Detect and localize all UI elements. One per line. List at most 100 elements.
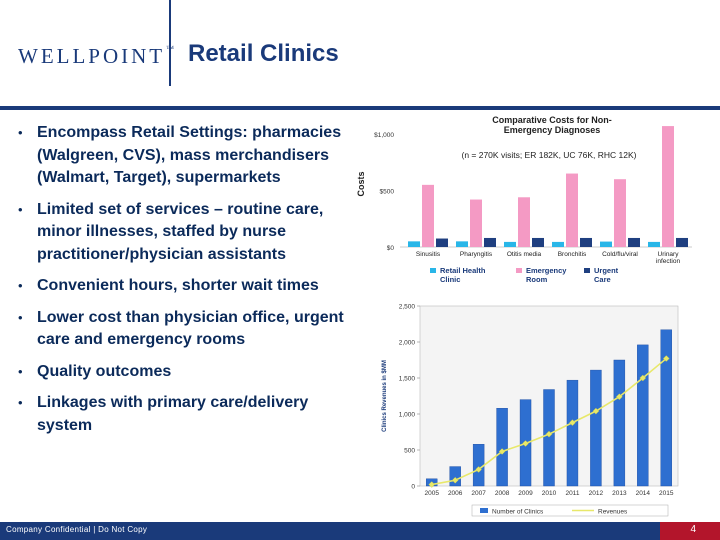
- bullet-text: Limited set of services – routine care, …: [37, 200, 324, 263]
- bullet-text: Convenient hours, shorter wait times: [37, 277, 319, 294]
- bar-urgent: [580, 237, 592, 247]
- x-tick-label: Cold/flu/viral: [602, 251, 638, 258]
- x-tick-label: 2005: [424, 490, 439, 497]
- revenue-marker: [639, 374, 647, 382]
- chart-subtitle: (n = 270K visits; ER 182K, UC 76K, RHC 1…: [461, 150, 636, 160]
- header-divider: [169, 0, 171, 86]
- bar-retail: [408, 241, 420, 247]
- x-tick-label: 2013: [612, 490, 627, 497]
- bar-emergency: [422, 184, 434, 247]
- revenue-marker: [475, 466, 482, 473]
- revenue-marker: [451, 476, 459, 484]
- x-tick-label: 2015: [659, 490, 674, 497]
- bullet-item: • Lower cost than physician office, urgen…: [14, 307, 354, 352]
- cost-comparison-chart: Comparative Costs for Non-Emergency Diag…: [356, 115, 692, 284]
- footer-accent-block: [660, 522, 720, 540]
- x-tick-label: 2012: [589, 490, 604, 497]
- y-tick-label: $0: [387, 245, 395, 252]
- x-tick-label: 2006: [448, 490, 463, 497]
- bullet-item: • Limited set of services – routine care,…: [14, 199, 354, 267]
- legend-label: Retail Health: [440, 266, 486, 275]
- bullet-item: • Linkages with primary care/delivery sys…: [14, 392, 354, 437]
- legend-box: [471, 504, 669, 517]
- logo-text: WELLPOINT: [18, 44, 166, 68]
- bar-clinics: [613, 359, 626, 487]
- bullet-item: • Encompass Retail Settings: pharmacies (…: [14, 122, 354, 190]
- revenue-marker: [522, 440, 529, 447]
- bar-emergency: [518, 197, 530, 247]
- legend-label: Urgent: [594, 266, 619, 275]
- revenue-marker: [616, 393, 623, 401]
- title-underline-bar: [0, 106, 720, 110]
- bar-clinics: [590, 369, 602, 487]
- legend-label: Revenues: [598, 509, 628, 516]
- legend-label-line2: Clinic: [440, 275, 460, 284]
- x-tick-label: 2007: [471, 490, 486, 497]
- x-tick-label: Urinary: [658, 251, 680, 258]
- revenue-marker: [592, 407, 600, 415]
- bar-clinics: [566, 379, 579, 487]
- bar-urgent: [436, 238, 448, 247]
- bar-retail: [648, 241, 660, 247]
- x-tick-label: 2008: [495, 490, 510, 497]
- bullet-marker: •: [18, 395, 23, 410]
- footer-confidential-text: Company Confidential | Do Not Copy: [6, 525, 148, 534]
- y-tick-label: $1,000: [374, 132, 394, 139]
- bar-urgent: [628, 237, 640, 247]
- bar-clinics: [496, 408, 508, 487]
- y-axis-label: Clinics Revenues in $MM: [382, 360, 388, 432]
- x-tick-label: Pharyngitis: [460, 251, 493, 258]
- x-tick-label: 2014: [636, 490, 651, 497]
- bar-retail: [504, 241, 516, 247]
- bullet-marker: •: [18, 278, 23, 293]
- wellpoint-logo: WELLPOINT™: [18, 44, 174, 69]
- revenue-marker: [498, 448, 506, 455]
- chart-title-line2: Emergency Diagnoses: [504, 125, 601, 135]
- bar-retail: [600, 241, 612, 247]
- revenue-marker: [569, 419, 576, 426]
- legend-swatch: [480, 508, 488, 513]
- bullet-marker: •: [18, 201, 23, 217]
- legend-label: Emergency: [526, 266, 567, 275]
- x-tick-label: 2009: [518, 490, 533, 497]
- bullet-item: • Convenient hours, shorter wait times: [14, 275, 354, 298]
- y-tick-label: 2,000: [399, 340, 416, 347]
- bar-urgent: [484, 237, 496, 247]
- bar-clinics: [543, 389, 555, 487]
- bullet-marker: •: [18, 363, 23, 379]
- bar-emergency: [614, 179, 626, 247]
- bar-urgent: [532, 237, 544, 247]
- legend-label-line2: Care: [594, 275, 611, 284]
- bar-clinics: [637, 344, 649, 487]
- bar-emergency: [566, 173, 578, 247]
- legend-swatch: [584, 268, 590, 273]
- x-tick-label: Sinusitis: [416, 251, 441, 258]
- bullet-text: Lower cost than physician office, urgent…: [37, 308, 344, 349]
- y-tick-label: 2,500: [399, 304, 416, 311]
- bar-urgent: [676, 237, 688, 247]
- legend-label-line2: Room: [526, 275, 548, 284]
- y-tick-label: $500: [380, 189, 395, 196]
- bullet-item: • Quality outcomes: [14, 361, 354, 384]
- page-number: 4: [690, 524, 696, 535]
- bar-clinics: [472, 444, 485, 487]
- legend-swatch: [430, 268, 436, 273]
- slide-header: WELLPOINT™ Retail Clinics: [0, 0, 720, 106]
- x-tick-label: 2010: [542, 490, 557, 497]
- bullet-marker: •: [18, 309, 23, 325]
- bullet-list: • Encompass Retail Settings: pharmacies (…: [14, 122, 354, 446]
- footer-bar: Company Confidential | Do Not Copy 4: [0, 522, 720, 540]
- bullet-text: Quality outcomes: [37, 362, 172, 380]
- bar-emergency: [662, 126, 674, 247]
- revenue-marker: [545, 430, 553, 438]
- bullet-text: Encompass Retail Settings: pharmacies (W…: [37, 124, 342, 186]
- revenue-marker: [428, 481, 436, 488]
- slide-title: Retail Clinics: [188, 40, 339, 67]
- legend-swatch: [516, 268, 522, 273]
- x-tick-label: 2011: [565, 490, 579, 497]
- x-tick-label-line2: infection: [656, 258, 681, 265]
- bar-clinics: [449, 466, 461, 487]
- x-tick-label: Bronchitis: [558, 251, 587, 258]
- x-tick-label: Otitis media: [507, 251, 542, 258]
- legend-label: Number of Clinics: [492, 509, 544, 516]
